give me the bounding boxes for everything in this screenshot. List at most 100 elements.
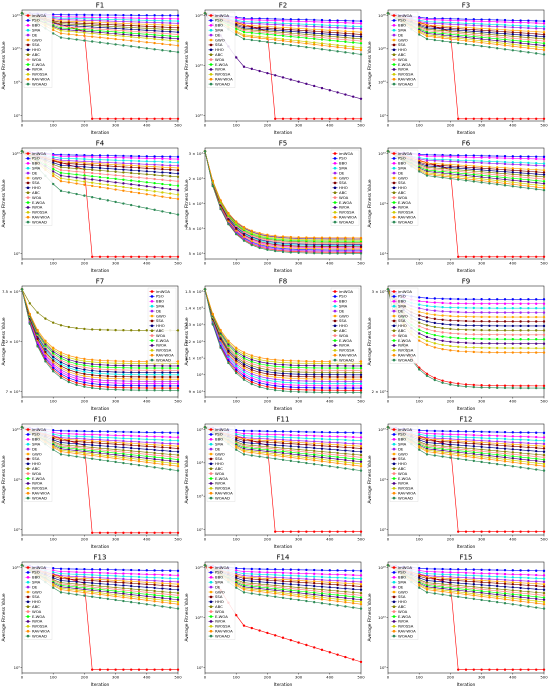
series-point [91, 360, 94, 364]
y-tick-label: 10¹⁰ [12, 565, 20, 570]
series-point [328, 441, 331, 444]
legend-swatch-marker [150, 349, 154, 352]
series-point [352, 37, 355, 40]
series-point [480, 386, 483, 389]
x-tick-label: 100 [416, 123, 424, 128]
series-point [59, 361, 63, 364]
series-point [496, 442, 499, 445]
series-point [59, 372, 63, 376]
series-point [137, 382, 141, 385]
series-point [75, 578, 78, 581]
series-point [176, 366, 180, 370]
series-point [176, 442, 180, 446]
series-point [449, 443, 452, 446]
series-point [91, 371, 94, 374]
legend-swatch-marker [209, 467, 213, 470]
series-point [122, 117, 125, 120]
y-tick-label: 1 × 10² [189, 201, 204, 206]
series-point [464, 332, 468, 336]
legend-swatch-marker [209, 491, 213, 495]
series-point [98, 359, 102, 362]
series-point [91, 367, 94, 370]
series-point [305, 382, 308, 385]
series-point [98, 451, 102, 455]
series-point [488, 176, 491, 180]
series-point [137, 40, 141, 43]
legend-entry-woaad: WOAAD [398, 81, 413, 86]
series-point [352, 384, 355, 388]
legend-entry-imwoa: imWOA [398, 13, 412, 18]
series-point [320, 249, 324, 253]
series-point [519, 186, 522, 189]
series-point [535, 155, 538, 158]
series-point [535, 464, 538, 467]
series-point [496, 31, 499, 35]
legend-swatch-marker [392, 472, 396, 475]
series-point [67, 169, 71, 173]
series-point [542, 155, 546, 159]
series-point [235, 366, 238, 369]
series-point [344, 252, 347, 255]
series-point [328, 435, 331, 438]
series-point [59, 357, 63, 360]
series-point [266, 357, 269, 361]
series-point [274, 382, 277, 385]
series-point [336, 26, 339, 29]
series-point [235, 224, 238, 228]
series-point [503, 20, 507, 24]
series-point [98, 166, 102, 170]
series-point [519, 451, 522, 455]
series-point [169, 43, 172, 46]
series-point [258, 36, 261, 40]
series-point [519, 298, 522, 301]
series-point [281, 31, 285, 34]
x-tick-label: 500 [540, 123, 548, 128]
legend-swatch-marker [26, 176, 30, 180]
series-point [169, 378, 172, 381]
series-point [305, 364, 308, 367]
series-point [161, 210, 164, 213]
series-point [527, 456, 530, 460]
series-point [137, 531, 141, 534]
series-point [98, 378, 102, 382]
series-point [305, 437, 308, 440]
series-point [169, 39, 172, 42]
series-point [344, 375, 347, 379]
series-point [488, 306, 491, 310]
series-point [176, 24, 180, 27]
series-point [122, 368, 125, 372]
series-point [137, 176, 141, 179]
series-point [305, 452, 308, 456]
series-point [449, 37, 452, 41]
series-point [441, 331, 444, 334]
series-point [153, 586, 156, 590]
legend-swatch-marker [209, 73, 213, 76]
series-point [114, 167, 117, 171]
series-point [122, 434, 125, 437]
series-point [472, 171, 475, 175]
series-point [114, 436, 117, 440]
series-point [161, 36, 164, 39]
chart-title: F9 [462, 278, 470, 286]
series-point [488, 461, 491, 465]
series-point [235, 368, 238, 371]
legend-swatch-marker [209, 477, 213, 480]
series-point [425, 324, 429, 327]
series-point [297, 370, 300, 374]
series-point [114, 21, 117, 25]
series-point [480, 30, 483, 34]
series-point [472, 324, 475, 327]
series-point [258, 381, 261, 384]
series-point [425, 439, 429, 442]
series-point [176, 375, 180, 379]
x-tick-label: 100 [50, 399, 58, 404]
series-point [496, 384, 499, 387]
series-point [313, 377, 316, 381]
series-point [480, 530, 483, 533]
chart-panel-f3: F30 100 200 300 400 50010⁰10¹⁰10²⁰10³⁰Iterati… [367, 2, 548, 137]
series-point [67, 570, 71, 574]
series-point [344, 36, 347, 39]
series-point [344, 46, 347, 50]
series-point [305, 454, 308, 457]
